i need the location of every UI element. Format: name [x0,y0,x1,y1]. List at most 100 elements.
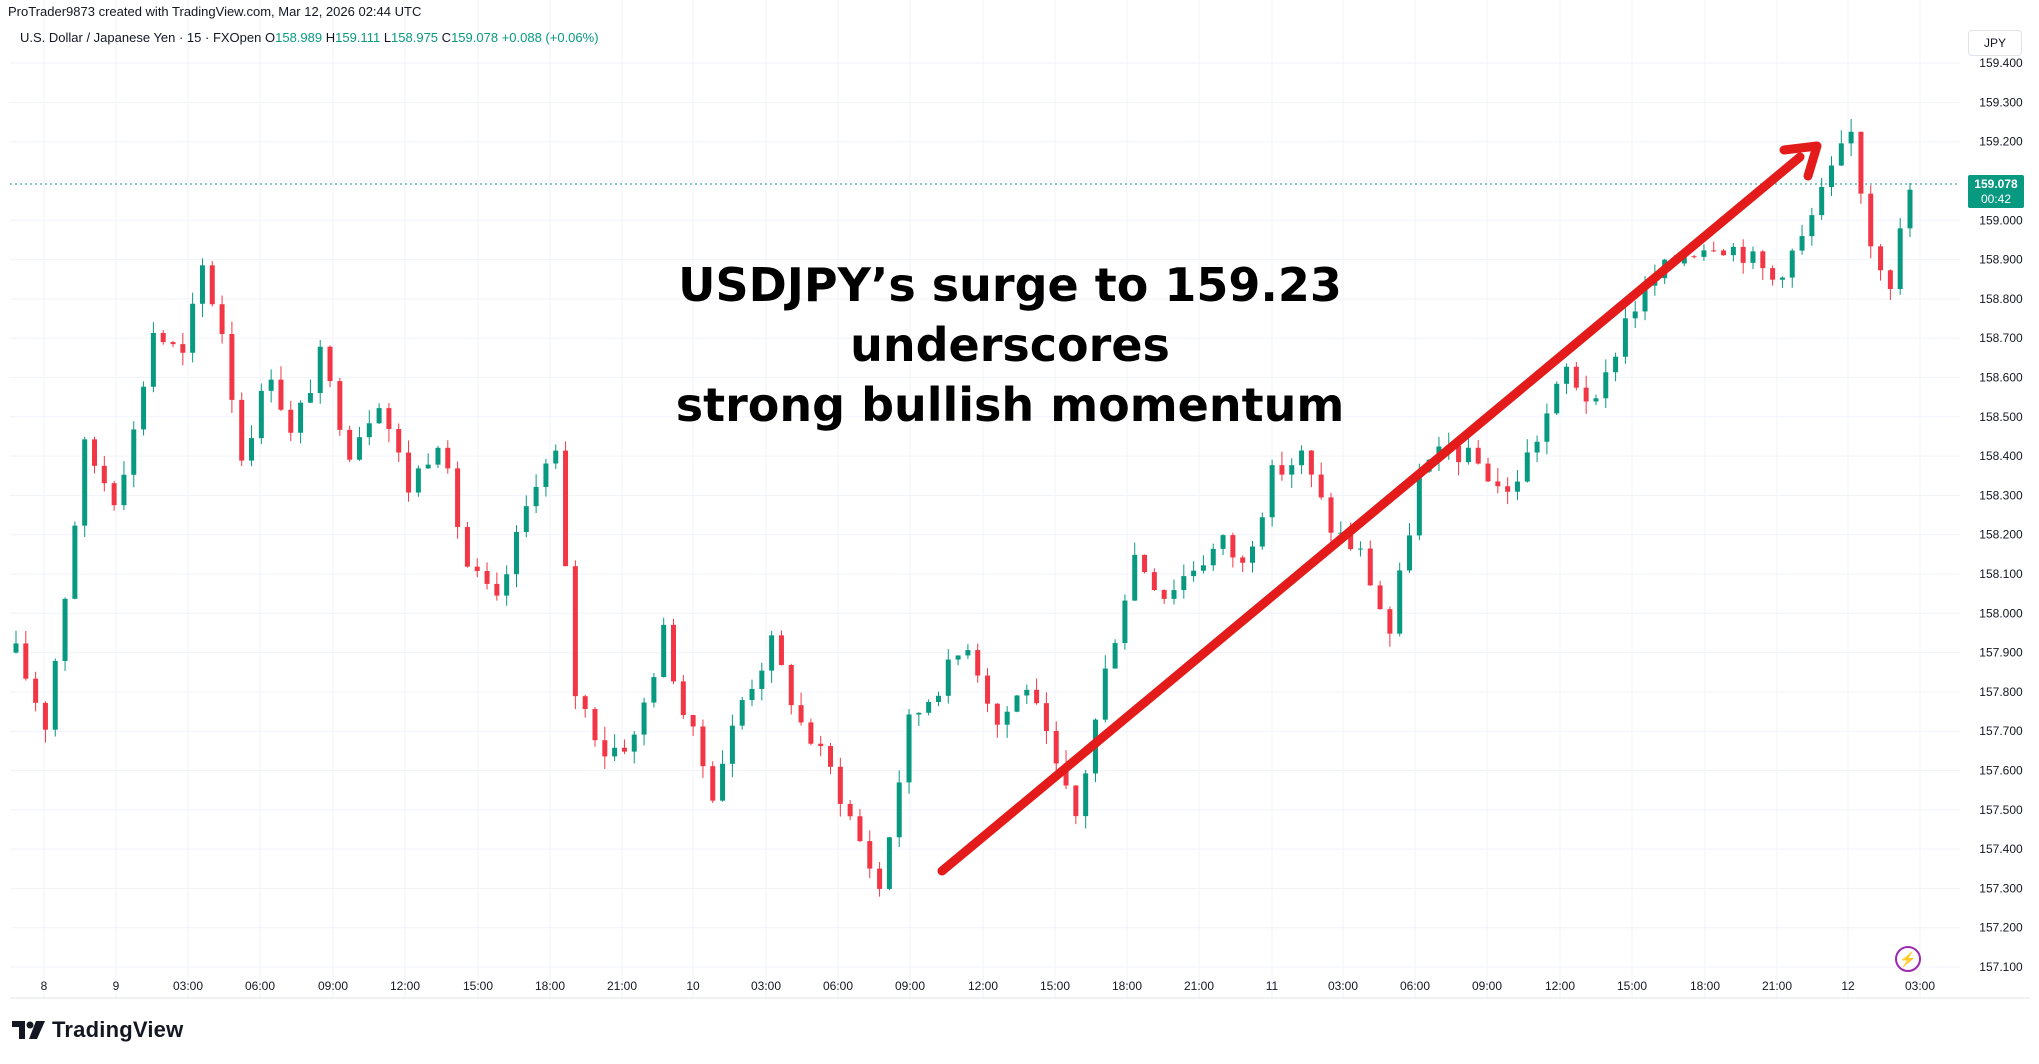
time-tick-label: 21:00 [1184,979,1214,993]
candle-body [42,702,48,730]
last-price-tag: 159.078 00:42 [1968,175,2024,208]
time-tick-label: 09:00 [1472,979,1502,993]
time-tick-label: 03:00 [1905,979,1935,993]
candle-body [199,265,205,304]
candle-body [1544,413,1550,442]
candle-body [1397,570,1403,634]
close-label: C [441,30,452,45]
candle-body [1721,250,1727,256]
candle-body [1789,250,1795,278]
price-tick-label: 157.600 [1979,764,2023,778]
trend-arrow [937,141,1822,876]
price-tick-label: 158.700 [1979,331,2023,345]
candle-body [72,525,78,599]
candle-body [445,447,451,469]
candle-body [808,722,814,744]
candle-body [563,450,569,567]
candle-body [631,734,637,752]
candle-body [1122,600,1128,644]
candle-body [1200,565,1206,571]
candle-body [680,681,686,716]
candle-body [1161,590,1167,599]
candle-body [1603,372,1609,399]
price-tick-label: 158.300 [1979,488,2023,502]
candle-body [209,265,215,305]
time-tick-label: 21:00 [607,979,637,993]
candle-body [1740,246,1746,263]
time-tick-label: 12:00 [968,979,998,993]
price-tick-label: 158.900 [1979,253,2023,267]
candle-body [916,712,922,715]
candle-body [131,429,137,475]
candle-body [935,695,941,702]
candle-body [1593,398,1599,402]
candle-body [975,650,981,676]
candle-body [592,708,598,741]
currency-button[interactable]: JPY [1968,30,2022,56]
time-axis[interactable]: 8 9 03:00 06:00 09:00 12:00 15:00 18:00 21:00 10 0… [41,979,1936,993]
candle-body [926,701,932,713]
time-tick-label: 9 [113,979,120,993]
candle-body [150,332,156,387]
candle-body [1289,465,1295,475]
chart-attribution: ProTrader9873 created with TradingView.c… [8,4,422,19]
candle-body [1554,383,1560,414]
candle-body [612,747,618,757]
candle-body [1691,256,1697,258]
tradingview-watermark[interactable]: TradingView [12,1017,183,1043]
symbol-legend[interactable]: U.S. Dollar / Japanese Yen · 15 · FXOpen… [20,30,599,45]
candle-body [386,408,392,429]
candle-body [661,624,667,678]
candle-body [847,803,853,817]
candle-body [1534,441,1540,453]
price-tick-label: 157.200 [1979,921,2023,935]
candle-body [347,429,353,460]
candle-body [356,437,362,460]
candle-body [1799,236,1805,251]
price-tick-label: 159.300 [1979,95,2023,109]
candle-body [474,566,480,572]
candle-body [523,506,529,532]
bar-countdown: 00:42 [1980,192,2012,206]
price-axis[interactable]: 157.100 157.200 157.300 157.400 157.500 157.6… [1979,56,2023,974]
candle-body [1142,554,1148,573]
candle-body [729,725,735,764]
candle-body [1377,585,1383,610]
candle-body [455,468,461,527]
time-tick-label: 8 [41,979,48,993]
candle-body [1083,773,1089,817]
candle-body [1809,215,1815,237]
candle-body [867,841,873,869]
lightning-icon[interactable]: ⚡ [1895,946,1921,972]
candle-body [1613,356,1619,373]
candle-body [258,390,264,439]
candle-body [239,399,245,461]
candle-body [1524,452,1530,482]
candle-body [52,660,58,730]
candle-body [1259,517,1265,547]
candle-body [1465,447,1471,463]
symbol-title[interactable]: U.S. Dollar / Japanese Yen · 15 · FXOpen [20,30,262,45]
candle-body [1063,763,1069,786]
candle-body [1779,277,1785,280]
candle-body [484,571,490,584]
candle-body [1622,318,1628,357]
candle-body [1357,548,1363,550]
time-tick-label: 03:00 [173,979,203,993]
candle-body [1308,450,1314,475]
candle-body [818,743,824,747]
candle-body [1348,532,1354,550]
candle-body [1151,572,1157,591]
candle-body [877,868,883,889]
candle-body [1730,246,1736,256]
headline: USDJPY’s surge to 159.23 underscores str… [560,255,1460,435]
candle-body [1878,246,1884,271]
candle-body [1132,554,1138,601]
candle-body [886,837,892,889]
candle-body [141,386,147,430]
time-tick-label: 15:00 [1040,979,1070,993]
horizontal-grid [10,62,1960,968]
price-tick-label: 157.700 [1979,724,2023,738]
